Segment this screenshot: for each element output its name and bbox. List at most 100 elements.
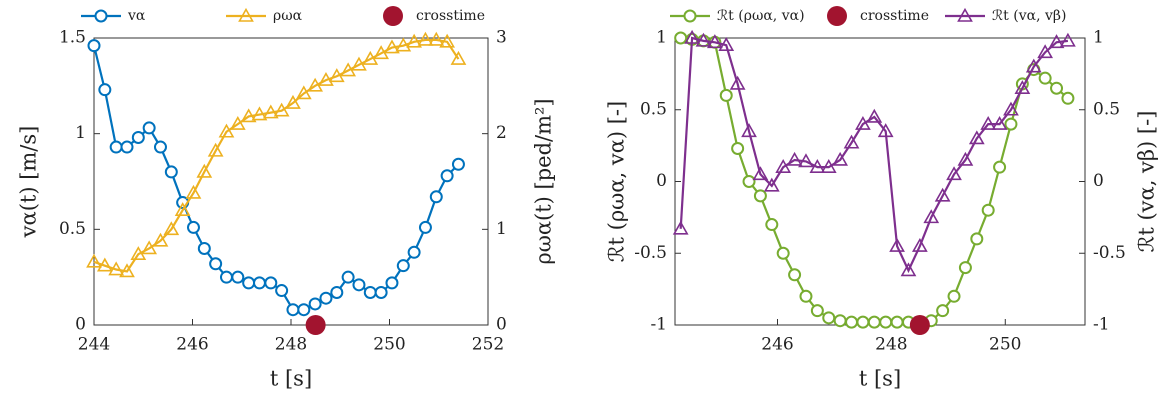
marker (275, 284, 289, 298)
marker (407, 245, 421, 259)
marker (900, 262, 917, 277)
legend-label: crosstime (860, 8, 929, 24)
x-axis-label: t [s] (270, 367, 312, 391)
x-tick-label: 244 (78, 335, 110, 355)
marker (1025, 58, 1042, 73)
y2-axis-label: ℛt (vα, vβ) [-] (1135, 111, 1159, 253)
x-tick-label: 250 (373, 335, 405, 355)
marker (741, 123, 757, 138)
y-tick-label: -1 (650, 315, 667, 335)
marker (130, 246, 147, 261)
marker (362, 50, 379, 65)
marker (273, 102, 290, 117)
marker (374, 285, 388, 299)
marker (152, 232, 169, 247)
marker (719, 88, 733, 102)
series-line (92, 45, 460, 311)
marker (197, 241, 211, 255)
y2-tick-label: 1 (1093, 28, 1104, 48)
marker (385, 276, 399, 290)
marker (810, 304, 824, 318)
marker (109, 140, 123, 154)
marker (936, 304, 950, 318)
y-tick-label: -0.5 (634, 243, 667, 263)
marker (763, 177, 780, 192)
marker (307, 77, 324, 92)
legend-marker (827, 6, 847, 26)
y-axis-label: vα(t) [m/s] (17, 126, 41, 239)
marker (980, 115, 997, 130)
marker (845, 315, 859, 329)
y2-tick-label: 0 (1093, 171, 1104, 191)
marker (207, 142, 224, 157)
legend-label: ρωα (273, 8, 303, 24)
marker (119, 263, 135, 278)
marker (451, 157, 465, 171)
marker (786, 151, 803, 166)
marker (742, 175, 756, 188)
marker (1003, 101, 1019, 116)
marker (798, 153, 814, 168)
y2-tick-label: 3 (496, 28, 507, 48)
marker (308, 297, 322, 311)
marker (911, 237, 928, 252)
marker (297, 303, 311, 317)
x-tick-label: 250 (989, 335, 1021, 355)
marker (406, 33, 422, 48)
legend-label: vα (127, 8, 146, 24)
marker (384, 39, 400, 54)
y-tick-label: 0.5 (59, 219, 86, 239)
legend-label: ℛt (vα, vβ) (992, 8, 1066, 24)
y-tick-label: 0 (75, 315, 86, 335)
marker (706, 34, 723, 49)
marker (1060, 32, 1076, 47)
marker (674, 31, 688, 45)
x-tick-label: 248 (275, 335, 307, 355)
marker (351, 56, 367, 71)
marker (295, 85, 312, 100)
marker (833, 314, 847, 328)
y-tick-label: 0 (656, 171, 667, 191)
marker (429, 190, 443, 204)
marker (251, 106, 268, 121)
marker (439, 33, 455, 48)
marker (328, 68, 345, 83)
marker (285, 94, 301, 109)
marker (822, 311, 836, 325)
series (672, 29, 1076, 277)
marker (1004, 117, 1018, 131)
marker (832, 151, 849, 166)
marker (729, 75, 746, 90)
marker (141, 240, 158, 255)
marker (395, 37, 412, 52)
marker (340, 62, 357, 77)
marker (775, 159, 792, 173)
y2-tick-label: -1 (1093, 315, 1110, 335)
marker (820, 159, 837, 173)
marker (947, 289, 961, 303)
x-tick-label: 246 (761, 335, 793, 355)
marker (418, 220, 432, 234)
series-line (679, 36, 1069, 274)
marker (731, 141, 745, 155)
y2-tick-label: -0.5 (1093, 243, 1126, 263)
y-axis-label: ℛt (ρωα, vα) [-] (605, 101, 629, 262)
marker (219, 270, 233, 284)
legend-marker (383, 6, 403, 26)
marker (242, 276, 256, 290)
marker (318, 71, 334, 86)
x-axis-label: t [s] (859, 367, 901, 391)
legend-marker (957, 7, 973, 22)
marker (153, 140, 167, 154)
marker (196, 163, 213, 178)
series (909, 315, 930, 335)
marker (970, 232, 984, 246)
marker (981, 203, 995, 217)
y-tick-label: 1.5 (59, 28, 86, 48)
marker (440, 169, 454, 183)
marker (218, 123, 235, 138)
marker (330, 285, 344, 299)
marker (991, 115, 1008, 130)
marker (909, 315, 930, 335)
marker (993, 160, 1007, 174)
